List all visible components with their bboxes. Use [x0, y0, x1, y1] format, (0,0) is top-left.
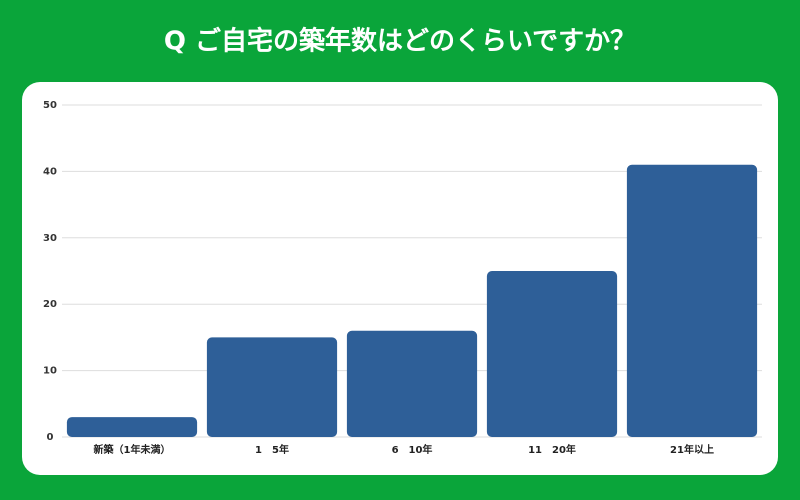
- bar: [626, 164, 758, 437]
- x-tick-label: 6 10年: [392, 443, 433, 456]
- chart-title: Q ご自宅の築年数はどのくらいですか？: [164, 26, 636, 57]
- y-tick-label: 30: [43, 233, 57, 244]
- y-tick-label: 40: [43, 166, 57, 177]
- x-tick-label: 1 5年: [255, 443, 289, 456]
- bar: [346, 330, 478, 437]
- y-tick-label: 50: [43, 100, 57, 111]
- x-tick-label: 21年以上: [670, 443, 714, 456]
- x-tick-label: 新築（1年未満）: [94, 443, 171, 456]
- x-tick-label: 11 20年: [528, 443, 576, 456]
- bar: [486, 271, 618, 437]
- bar: [206, 337, 338, 437]
- y-tick-label: 0: [47, 432, 54, 443]
- bar: [66, 417, 198, 437]
- y-tick-label: 20: [43, 299, 57, 310]
- y-tick-label: 10: [43, 366, 57, 377]
